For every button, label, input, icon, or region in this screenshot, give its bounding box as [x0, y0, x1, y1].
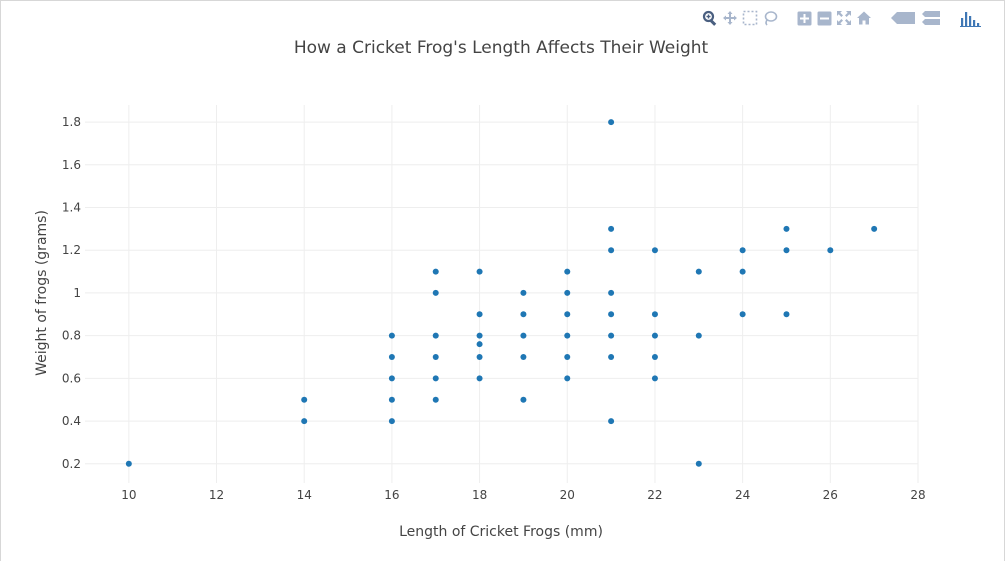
modebar-group-zoom — [794, 9, 874, 27]
plotly-logo-icon[interactable] — [958, 9, 984, 27]
data-point[interactable] — [520, 311, 527, 318]
data-point[interactable] — [608, 311, 615, 318]
y-tick-label: 1.4 — [62, 201, 81, 215]
data-point[interactable] — [301, 418, 308, 425]
data-point[interactable] — [125, 460, 132, 467]
data-point[interactable] — [564, 268, 571, 275]
y-tick-label: 0.6 — [62, 371, 81, 385]
reset-axes-icon[interactable] — [854, 9, 874, 27]
data-point[interactable] — [695, 268, 702, 275]
data-point[interactable] — [476, 354, 483, 360]
lasso-select-icon[interactable] — [760, 9, 780, 27]
data-point[interactable] — [388, 332, 395, 339]
data-point[interactable] — [520, 289, 527, 296]
data-point[interactable] — [564, 375, 571, 382]
data-point[interactable] — [608, 354, 615, 360]
zoom-icon[interactable] — [700, 9, 720, 27]
data-point[interactable] — [476, 341, 483, 348]
data-point[interactable] — [388, 418, 395, 425]
data-point[interactable] — [651, 311, 658, 318]
x-tick-label: 16 — [384, 488, 399, 502]
data-point[interactable] — [651, 375, 658, 382]
x-tick-label: 24 — [735, 488, 750, 502]
modebar-group-select — [700, 9, 780, 27]
x-tick-label: 20 — [560, 488, 575, 502]
data-point[interactable] — [476, 311, 483, 318]
data-point[interactable] — [432, 332, 439, 339]
data-point[interactable] — [476, 375, 483, 382]
modebar-group-hover — [888, 9, 944, 27]
data-point[interactable] — [301, 396, 308, 403]
x-axis-label: Length of Cricket Frogs (mm) — [399, 524, 603, 540]
x-tick-label: 14 — [297, 488, 312, 502]
data-point[interactable] — [651, 354, 658, 360]
data-point[interactable] — [388, 396, 395, 403]
data-point[interactable] — [608, 225, 615, 232]
y-tick-label: 0.2 — [62, 457, 81, 471]
data-point[interactable] — [608, 289, 615, 296]
y-axis-ticks: 0.2 0.4 0.6 0.8 1 1.2 1.4 1.6 1.8 — [62, 115, 81, 471]
data-point[interactable] — [432, 354, 439, 360]
x-tick-label: 10 — [121, 488, 136, 502]
x-tick-label: 12 — [209, 488, 224, 502]
data-point[interactable] — [608, 332, 615, 339]
y-tick-label: 1.8 — [62, 115, 81, 129]
data-point[interactable] — [608, 119, 615, 126]
hover-closest-icon[interactable] — [888, 9, 918, 27]
x-axis-ticks: 10 12 14 16 18 20 22 24 26 28 — [121, 488, 925, 502]
hover-compare-icon[interactable] — [918, 9, 944, 27]
data-point[interactable] — [476, 332, 483, 339]
data-point[interactable] — [432, 396, 439, 403]
data-point[interactable] — [388, 354, 395, 360]
data-point[interactable] — [695, 460, 702, 467]
data-point[interactable] — [783, 311, 790, 318]
data-point[interactable] — [564, 354, 571, 360]
data-point[interactable] — [695, 332, 702, 339]
data-points[interactable] — [125, 119, 878, 467]
modebar — [700, 8, 998, 28]
chart-title: How a Cricket Frog's Length Affects Thei… — [294, 38, 709, 58]
data-point[interactable] — [564, 332, 571, 339]
data-point[interactable] — [783, 225, 790, 232]
y-tick-label: 1.2 — [62, 243, 81, 257]
y-axis-label: Weight of frogs (grams) — [34, 210, 50, 376]
x-tick-label: 18 — [472, 488, 487, 502]
data-point[interactable] — [739, 268, 746, 275]
data-point[interactable] — [388, 375, 395, 382]
zoom-out-icon[interactable] — [814, 9, 834, 27]
box-select-icon[interactable] — [740, 9, 760, 27]
data-point[interactable] — [476, 268, 483, 275]
y-tick-label: 1 — [73, 286, 81, 300]
data-point[interactable] — [564, 289, 571, 296]
data-point[interactable] — [739, 311, 746, 318]
y-tick-label: 0.4 — [62, 414, 81, 428]
x-tick-label: 28 — [910, 488, 925, 502]
data-point[interactable] — [739, 247, 746, 254]
data-point[interactable] — [520, 332, 527, 339]
grid-lines — [85, 105, 919, 483]
data-point[interactable] — [608, 247, 615, 254]
modebar-group-logo — [958, 9, 984, 27]
x-tick-label: 26 — [823, 488, 838, 502]
data-point[interactable] — [520, 396, 527, 403]
x-tick-label: 22 — [647, 488, 662, 502]
data-point[interactable] — [871, 225, 878, 232]
data-point[interactable] — [432, 375, 439, 382]
y-tick-label: 1.6 — [62, 158, 81, 172]
data-point[interactable] — [520, 354, 527, 360]
data-point[interactable] — [432, 268, 439, 275]
data-point[interactable] — [651, 247, 658, 254]
data-point[interactable] — [608, 418, 615, 425]
data-point[interactable] — [651, 332, 658, 339]
autoscale-icon[interactable] — [834, 9, 854, 27]
data-point[interactable] — [564, 311, 571, 318]
pan-icon[interactable] — [720, 9, 740, 27]
y-tick-label: 0.8 — [62, 329, 81, 343]
data-point[interactable] — [827, 247, 834, 254]
data-point[interactable] — [432, 289, 439, 296]
zoom-in-icon[interactable] — [794, 9, 814, 27]
data-point[interactable] — [783, 247, 790, 254]
